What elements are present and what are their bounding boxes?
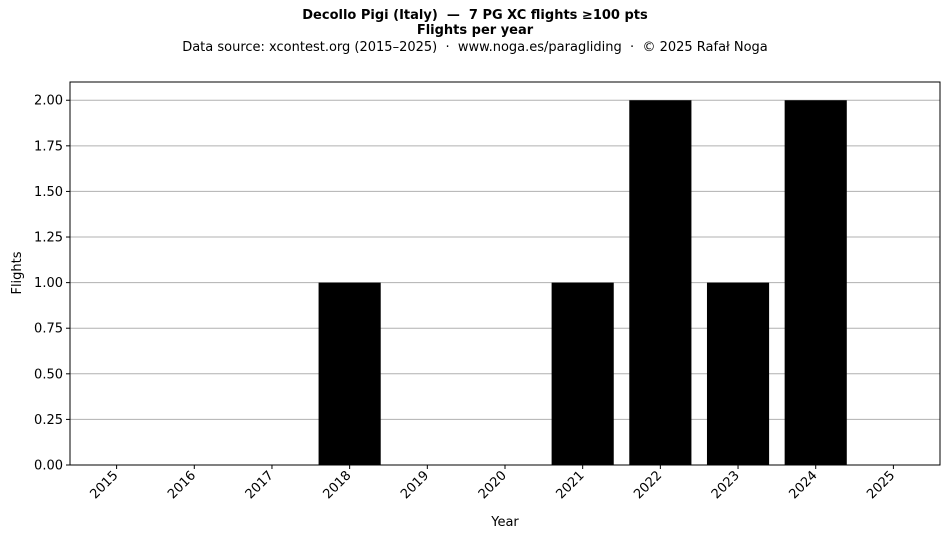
x-axis: 2015 2016 2017 2018 2019 2020 2021 2022 2023 2024…	[87, 465, 898, 502]
x-tick-label-2025: 2025	[864, 468, 898, 502]
y-tick-label-7: 1.75	[34, 139, 63, 154]
bar-2021	[551, 282, 614, 465]
source-note: Data source: xcontest.org (2015–2025) · …	[182, 40, 768, 55]
y-tick-label-2: 0.50	[34, 367, 63, 382]
y-tick-label-3: 0.75	[34, 322, 63, 337]
chart-title: Decollo Pigi (Italy) — 7 PG XC flights ≥…	[302, 8, 648, 23]
chart-subtitle: Flights per year	[416, 23, 534, 38]
y-tick-label-6: 1.50	[34, 185, 63, 200]
x-tick-label-2021: 2021	[553, 468, 587, 502]
x-tick-label-2024: 2024	[787, 468, 821, 502]
x-tick-label-2022: 2022	[631, 468, 665, 502]
title-block: Decollo Pigi (Italy) — 7 PG XC flights ≥…	[0, 8, 950, 56]
y-axis-label: Flights	[10, 251, 25, 294]
x-tick-label-2015: 2015	[87, 468, 121, 502]
x-axis-label: Year	[490, 515, 519, 530]
y-tick-label-0: 0.00	[34, 459, 63, 474]
x-tick-label-2016: 2016	[165, 468, 199, 502]
bar-2022	[629, 100, 692, 465]
bar-2024	[784, 100, 847, 465]
y-tick-label-4: 1.00	[34, 276, 63, 291]
bars	[318, 100, 847, 465]
x-tick-label-2017: 2017	[243, 468, 277, 502]
x-tick-label-2020: 2020	[476, 468, 510, 502]
y-axis: 0.00 0.25 0.50 0.75 1.00 1.25 1.50 1.75 2.00	[34, 94, 70, 474]
bar-2023	[706, 282, 770, 465]
y-tick-label-8: 2.00	[34, 94, 63, 109]
x-tick-label-2018: 2018	[320, 468, 354, 502]
x-tick-label-2019: 2019	[398, 468, 432, 502]
bar-2018	[318, 282, 381, 465]
y-tick-label-5: 1.25	[34, 231, 63, 246]
x-tick-label-2023: 2023	[709, 468, 743, 502]
y-tick-label-1: 0.25	[34, 413, 63, 428]
